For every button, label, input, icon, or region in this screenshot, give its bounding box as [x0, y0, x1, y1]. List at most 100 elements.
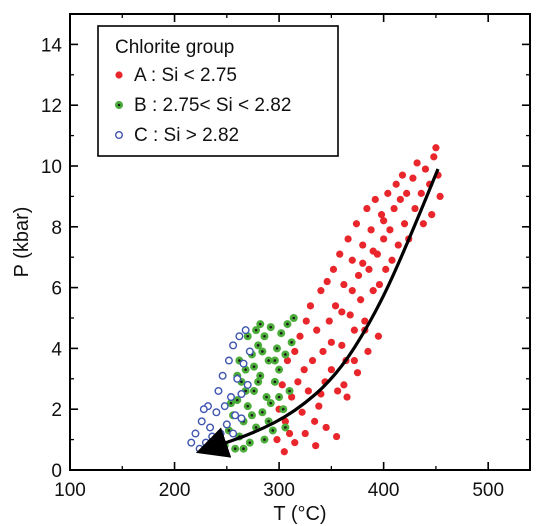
- point-group-a: [304, 387, 312, 395]
- point-group-a: [382, 265, 390, 273]
- point-group-a: [400, 220, 409, 228]
- y-tick-label: 0: [51, 461, 62, 482]
- point-group-c: [208, 432, 217, 441]
- legend-label-a: A : Si < 2.75: [134, 65, 237, 86]
- data-points: [187, 144, 444, 456]
- point-group-a: [306, 302, 315, 310]
- point-group-b: [283, 320, 292, 329]
- point-group-b: [243, 402, 252, 411]
- point-group-a: [409, 174, 417, 182]
- point-group-b: [239, 444, 248, 453]
- point-group-a: [386, 226, 394, 234]
- point-group-b: [264, 356, 273, 365]
- point-group-c: [245, 347, 254, 356]
- point-group-b: [254, 341, 263, 350]
- point-group-a: [288, 393, 296, 401]
- x-tick-label: 200: [159, 480, 191, 501]
- point-group-a: [300, 366, 308, 374]
- point-group-c: [216, 429, 225, 438]
- point-group-c: [243, 380, 252, 389]
- point-group-a: [403, 189, 411, 197]
- point-group-c: [229, 341, 238, 350]
- point-group-b: [281, 423, 290, 432]
- x-axis-ticks: 100 200 300 400 500: [54, 14, 504, 501]
- point-group-b: [275, 365, 284, 374]
- point-group-b: [241, 365, 250, 374]
- point-group-a: [281, 417, 289, 425]
- point-group-a: [340, 381, 348, 389]
- point-group-b: [266, 399, 275, 408]
- legend-title: Chlorite group: [115, 37, 234, 58]
- point-group-c: [214, 386, 223, 395]
- point-group-a: [323, 277, 331, 286]
- y-axis-label: P (kbar): [11, 207, 33, 278]
- point-group-c: [201, 438, 210, 447]
- point-group-a: [344, 235, 352, 243]
- point-group-a: [348, 256, 356, 264]
- point-group-b: [247, 411, 256, 420]
- point-group-a: [384, 189, 392, 197]
- point-group-a: [375, 280, 384, 289]
- point-group-a: [280, 448, 288, 456]
- plot-frame: [69, 13, 531, 471]
- point-group-b: [243, 332, 252, 341]
- point-group-b: [262, 393, 271, 402]
- point-group-b: [250, 362, 258, 371]
- point-group-b: [245, 438, 254, 447]
- point-group-c: [187, 438, 196, 447]
- point-group-b: [231, 444, 240, 453]
- point-group-a: [327, 366, 335, 374]
- point-group-a: [350, 356, 358, 365]
- y-tick-label: 12: [41, 96, 62, 117]
- point-group-c: [233, 374, 242, 383]
- point-group-c: [218, 371, 227, 380]
- point-group-a: [294, 378, 302, 386]
- point-group-a: [331, 302, 340, 310]
- point-group-a: [334, 387, 342, 395]
- point-group-a: [291, 439, 299, 447]
- point-group-a: [357, 296, 365, 304]
- point-group-a: [367, 226, 375, 234]
- legend-box: [97, 25, 339, 157]
- point-group-a: [348, 287, 356, 295]
- point-group-b: [260, 332, 269, 341]
- point-group-b: [252, 326, 261, 335]
- point-group-a: [319, 347, 327, 356]
- point-group-b: [273, 344, 281, 353]
- point-group-a: [388, 256, 396, 264]
- point-group-c: [229, 429, 238, 438]
- point-group-a: [308, 356, 317, 365]
- point-group-c: [218, 444, 227, 453]
- point-group-a: [298, 408, 306, 416]
- x-axis-label: T (°C): [273, 503, 326, 525]
- legend-label-b: B : 2.75< Si < 2.82: [134, 95, 291, 116]
- point-group-b: [270, 356, 279, 365]
- point-group-a: [322, 423, 330, 432]
- point-group-a: [327, 338, 335, 346]
- point-group-b: [279, 405, 288, 414]
- point-group-a: [421, 165, 430, 173]
- x-tick-label: 400: [368, 480, 400, 501]
- point-group-c: [241, 326, 250, 335]
- legend-marker-b: [115, 101, 123, 109]
- legend-marker-a: [115, 71, 123, 79]
- point-group-a: [354, 271, 363, 280]
- point-group-a: [430, 153, 438, 161]
- point-group-a: [396, 195, 404, 204]
- x-tick-label: 100: [54, 480, 86, 501]
- point-group-b: [266, 323, 275, 332]
- point-group-b: [268, 426, 277, 435]
- point-group-a: [398, 171, 407, 179]
- point-group-c: [239, 359, 248, 368]
- point-group-c: [231, 411, 240, 420]
- point-group-c: [224, 356, 233, 365]
- point-group-a: [380, 235, 388, 243]
- point-group-a: [312, 442, 320, 450]
- point-group-c: [237, 414, 246, 423]
- y-axis-ticks: 0 2 4 6 8 10 12 14: [41, 35, 530, 482]
- point-group-c: [197, 417, 206, 426]
- trend-arrow: [195, 168, 440, 458]
- point-group-c: [206, 423, 215, 432]
- point-group-a: [411, 204, 419, 213]
